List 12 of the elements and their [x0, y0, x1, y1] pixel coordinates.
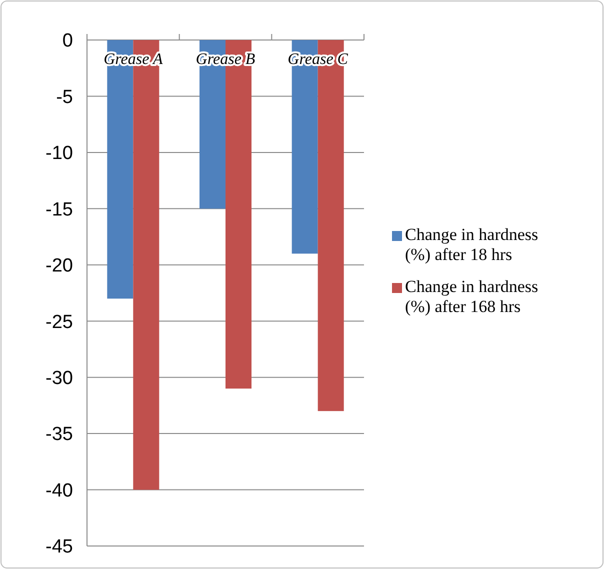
y-tick-label: -45 — [46, 536, 73, 558]
y-tick-label: 0 — [62, 30, 73, 52]
legend-label: Change in hardness (%) after 18 hrs — [405, 225, 538, 264]
y-tick-label: -15 — [46, 199, 73, 220]
y-tick-label: -25 — [46, 312, 73, 333]
y-tick-label: -40 — [46, 480, 73, 502]
y-tick-label: -20 — [46, 256, 73, 277]
y-tick-label: -35 — [46, 424, 73, 446]
y-tick-label: -10 — [46, 143, 73, 164]
y-tick-label: -5 — [56, 86, 73, 108]
legend-label: Change in hardness (%) after 168 hrs — [405, 277, 538, 316]
y-tick-label: -30 — [46, 368, 73, 389]
